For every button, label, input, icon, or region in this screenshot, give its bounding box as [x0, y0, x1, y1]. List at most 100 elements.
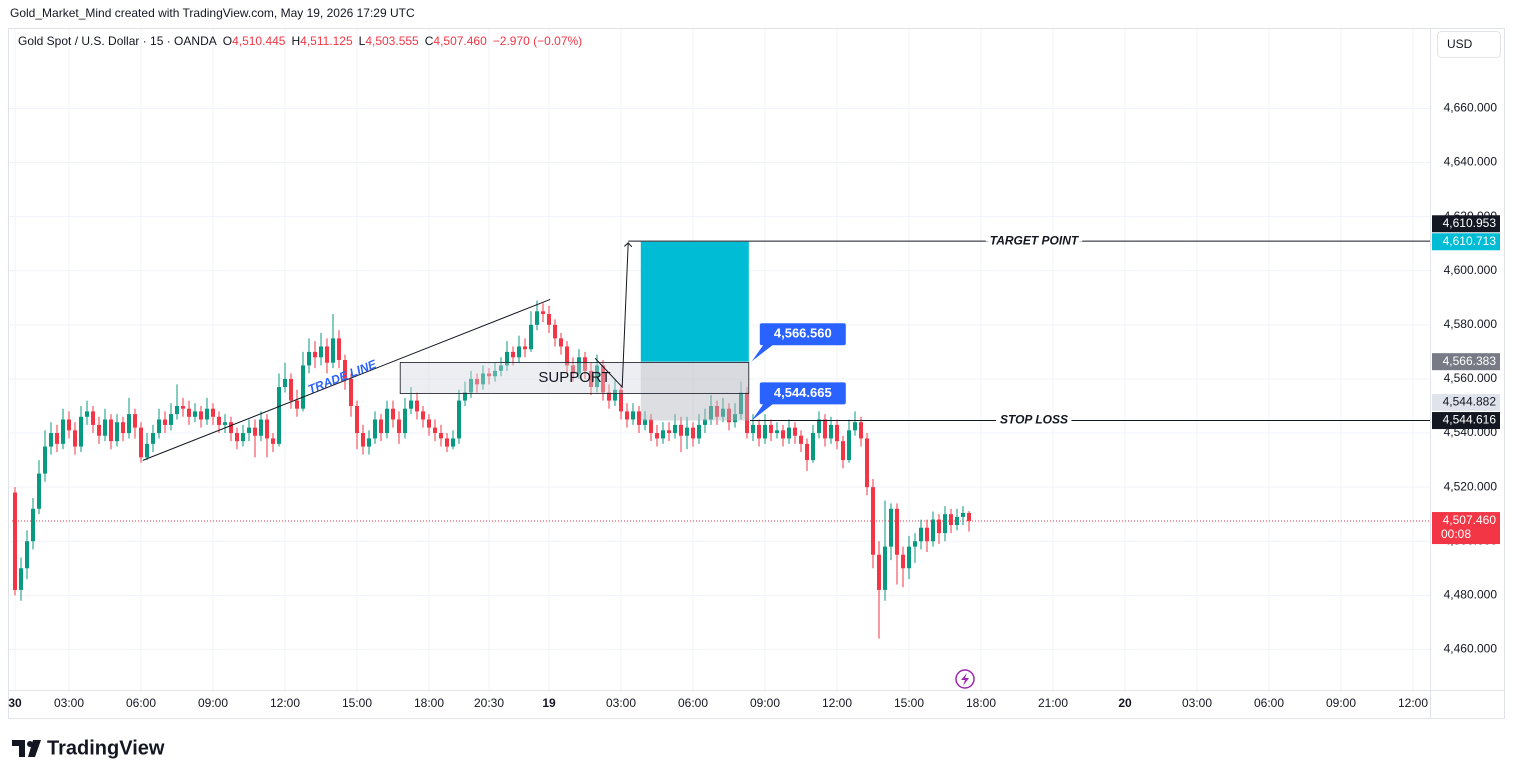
candle-body: [745, 392, 749, 434]
candle-body: [259, 419, 263, 436]
candle-body: [355, 405, 359, 434]
candle-body: [655, 433, 659, 439]
attribution: Gold_Market_Mind created with TradingVie…: [10, 6, 415, 20]
candle-body: [691, 427, 695, 439]
y-tick-label: 4,520.000: [1444, 479, 1498, 493]
candle-body: [85, 411, 89, 417]
legend-value: 4,507.460: [433, 34, 487, 48]
candle-body: [943, 514, 947, 534]
x-tick-label: 03:00: [1182, 696, 1212, 710]
candle-body: [847, 430, 851, 461]
candle-body: [313, 351, 317, 358]
currency-label[interactable]: USD: [1447, 37, 1473, 51]
candle-body: [73, 430, 77, 447]
candle-body: [451, 438, 455, 447]
candle-body: [139, 427, 143, 458]
callout-box: [759, 323, 846, 346]
callout-pointer: [751, 344, 774, 362]
candle-body: [385, 408, 389, 434]
candle-body: [913, 541, 917, 547]
candle-body: [427, 419, 431, 428]
candle-body: [637, 411, 641, 425]
alert-icon[interactable]: [955, 669, 975, 689]
candle-body: [337, 338, 341, 360]
candle-body: [925, 527, 929, 542]
candle-body: [175, 405, 179, 415]
candle-body: [649, 419, 653, 434]
x-tick-label: 09:00: [1326, 696, 1356, 710]
callout-pointer: [751, 403, 774, 421]
price-tag: [1432, 215, 1500, 233]
candle-body: [517, 346, 521, 358]
x-tick-label: 21:00: [1038, 696, 1068, 710]
candle-body: [31, 508, 35, 542]
candle-body: [511, 351, 515, 358]
candle-body: [199, 411, 203, 420]
target-line-label: TARGET POINT: [990, 233, 1080, 247]
candle-body: [445, 438, 449, 447]
candle-body: [667, 430, 671, 434]
price-tag-label: 4,544.616: [1443, 413, 1497, 427]
candle-body: [697, 424, 701, 439]
candle-body: [79, 416, 83, 447]
candle-body: [829, 424, 833, 439]
candle-body: [289, 378, 293, 401]
candle-body: [661, 430, 665, 439]
candle-body: [463, 392, 467, 401]
candle-body: [787, 427, 791, 439]
candle-body: [859, 422, 863, 439]
y-tick-label: 4,640.000: [1444, 155, 1498, 169]
legend-key: C: [425, 34, 434, 48]
legend-key: L: [359, 34, 366, 48]
candle-body: [541, 311, 545, 315]
candle-body: [397, 419, 401, 434]
candle-body: [55, 433, 59, 444]
candle-body: [703, 419, 707, 425]
candle-body: [367, 438, 371, 447]
candle-body: [523, 346, 527, 350]
candle-body: [775, 430, 779, 434]
candle-body: [811, 433, 815, 461]
x-tick-label: 30: [8, 696, 22, 710]
candle-body: [13, 492, 17, 590]
candle-body: [187, 408, 191, 417]
currency-button[interactable]: [1437, 31, 1501, 58]
candle-body: [565, 346, 569, 366]
price-tag-label: 4,544.882: [1443, 395, 1497, 409]
candle-body: [121, 422, 125, 434]
chart-frame: [8, 28, 1505, 719]
candle-body: [583, 357, 587, 371]
price-tag-label: 4,566.383: [1443, 354, 1497, 368]
candle-body: [379, 419, 383, 434]
y-tick-label: 4,600.000: [1444, 263, 1498, 277]
candle-body: [169, 414, 173, 425]
stop-zone: [640, 361, 749, 421]
legend-change: −2.970 (−0.07%): [493, 34, 582, 48]
candle-body: [241, 433, 245, 442]
x-tick-label: 12:00: [822, 696, 852, 710]
candle-body: [163, 419, 167, 425]
candle-body: [793, 427, 797, 436]
candle-body: [481, 373, 485, 385]
candle-body: [415, 400, 419, 412]
support-box: [399, 362, 750, 394]
candle-body: [211, 408, 215, 417]
candle-body: [457, 400, 461, 439]
x-tick-label: 12:00: [1398, 696, 1428, 710]
candle-body: [91, 411, 95, 425]
candle-body: [325, 346, 329, 363]
candle-body: [571, 365, 575, 374]
candle-body: [307, 351, 311, 366]
legend-key: H: [291, 34, 300, 48]
candle-body: [721, 408, 725, 417]
candle-body: [823, 419, 827, 439]
candle-body: [229, 422, 233, 434]
candle-body: [151, 433, 155, 444]
x-tick-label: 03:00: [606, 696, 636, 710]
x-tick-label: 15:00: [894, 696, 924, 710]
candle-body: [373, 419, 377, 439]
candle-body: [193, 411, 197, 417]
legend-value: 4,503.555: [365, 34, 419, 48]
candle-body: [25, 541, 29, 569]
candle-body: [907, 546, 911, 569]
